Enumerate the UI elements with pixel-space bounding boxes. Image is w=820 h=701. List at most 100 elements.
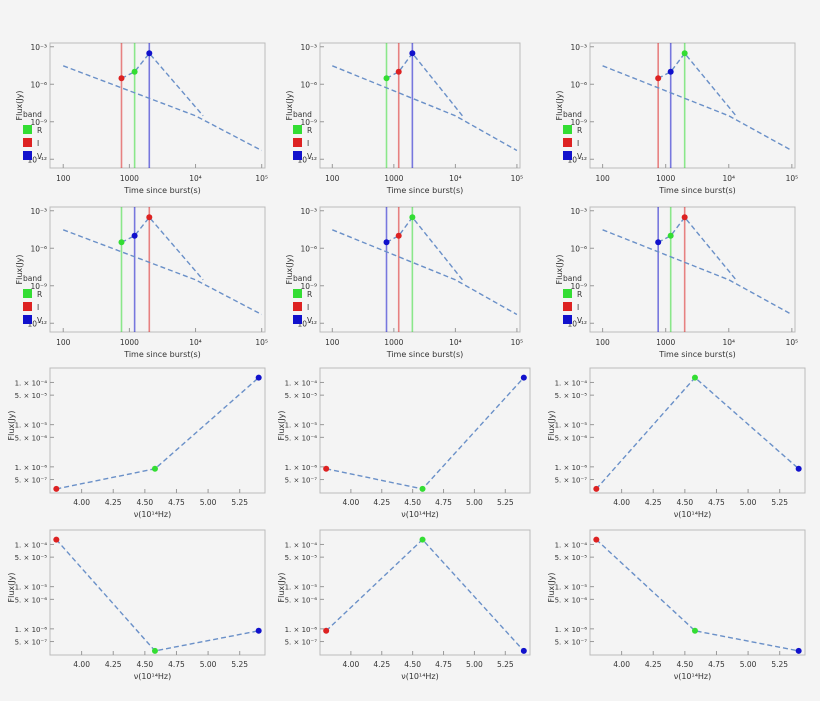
data-point-I [53, 536, 60, 543]
plot-frame [49, 367, 266, 494]
y-axis-label: Flux(Jy) [555, 91, 564, 121]
y-tick-label: 1. × 10⁻⁴ [555, 379, 588, 387]
x-axis-label: Time since burst(s) [658, 186, 736, 195]
data-point-V [667, 68, 674, 75]
data-point-R [151, 647, 158, 654]
y-tick-label: 1. × 10⁻⁵ [555, 584, 588, 592]
data-point-I [593, 485, 600, 492]
model-flare-line [386, 52, 463, 117]
x-tick-label: 10⁵ [786, 174, 799, 183]
time-panel-4: 100 1000 10⁴ 10⁵ 10⁻³ 10⁻⁶ 10⁻⁹ 10⁻¹² Time since… [15, 206, 268, 359]
y-tick-label: 5. × 10⁻⁵ [15, 392, 48, 400]
legend-swatch-V [23, 315, 32, 324]
y-tick-label: 10⁻⁶ [570, 80, 587, 89]
x-tick-label: 4.50 [404, 498, 421, 507]
legend-swatch-R [563, 125, 572, 134]
model-decay-line [602, 229, 793, 316]
y-tick-label: 10⁻³ [30, 43, 47, 52]
x-tick-label: 1000 [120, 338, 139, 347]
data-point-V [520, 374, 527, 381]
data-point-R [151, 465, 158, 472]
x-tick-label: 4.50 [677, 660, 694, 669]
y-tick-label: 10⁻⁶ [570, 244, 587, 253]
plot-frame [319, 42, 521, 169]
x-axis-label: Time since burst(s) [123, 186, 201, 195]
legend-swatch-I [563, 138, 572, 147]
x-tick-label: 5.00 [740, 660, 757, 669]
data-point-I [323, 627, 330, 634]
x-tick-label: 4.00 [73, 498, 90, 507]
x-axis-label: ν(10¹⁴Hz) [134, 672, 172, 681]
x-axis-label: ν(10¹⁴Hz) [401, 672, 439, 681]
y-tick-label: 10⁻⁹ [300, 282, 317, 291]
y-tick-label: 5. × 10⁻⁶ [555, 434, 588, 442]
y-tick-label: 5. × 10⁻⁷ [555, 639, 588, 647]
sed-panel-5: 4.00 4.25 4.50 4.75 5.00 5.25 1. × 10⁻⁴ 5. × 10… [277, 529, 531, 681]
x-tick-label: 4.50 [137, 498, 154, 507]
y-axis-label: Flux(Jy) [15, 255, 24, 285]
x-tick-label: 4.75 [168, 660, 185, 669]
data-point-I [53, 485, 60, 492]
legend-swatch-R [23, 125, 32, 134]
sed-line [56, 377, 260, 490]
model-flare-line [386, 216, 463, 281]
x-tick-label: 1000 [120, 174, 139, 183]
x-tick-label: 4.25 [645, 660, 662, 669]
legend-label-R: R [577, 290, 582, 299]
y-axis-label: Flux(Jy) [555, 255, 564, 285]
legend-label-R: R [307, 126, 312, 135]
x-tick-label: 10⁵ [511, 174, 524, 183]
y-axis-label: Flux(Jy) [285, 255, 294, 285]
y-tick-label: 5. × 10⁻⁷ [15, 639, 48, 647]
x-tick-label: 4.00 [343, 498, 360, 507]
plot-frame [319, 206, 521, 333]
y-tick-label: 1. × 10⁻⁴ [285, 379, 318, 387]
y-tick-label: 10⁻⁶ [30, 80, 47, 89]
x-tick-label: 100 [595, 338, 610, 347]
x-axis-label: ν(10¹⁴Hz) [401, 510, 439, 519]
legend-swatch-I [293, 138, 302, 147]
x-tick-label: 5.00 [466, 660, 483, 669]
x-tick-label: 10⁴ [189, 338, 202, 347]
x-tick-label: 5.00 [740, 498, 757, 507]
y-axis-label: Flux(Jy) [285, 91, 294, 121]
legend-title: band [23, 274, 42, 283]
model-decay-line [62, 65, 263, 152]
plot-frame [319, 367, 531, 494]
sed-panel-1: 4.00 4.25 4.50 4.75 5.00 5.25 1. × 10⁻⁴ 5. × 10… [7, 367, 266, 519]
x-tick-label: 4.25 [373, 498, 390, 507]
y-tick-label: 5. × 10⁻⁷ [285, 639, 318, 647]
y-axis-label: Flux(Jy) [547, 573, 556, 603]
data-point-I [593, 536, 600, 543]
x-tick-label: 100 [595, 174, 610, 183]
x-tick-label: 4.00 [613, 498, 630, 507]
sed-line [326, 377, 525, 490]
x-tick-label: 4.50 [404, 660, 421, 669]
x-tick-label: 1000 [384, 174, 403, 183]
legend-label-I: I [307, 303, 309, 312]
legend-label-R: R [307, 290, 312, 299]
x-tick-label: 1000 [384, 338, 403, 347]
x-axis-label: Time since burst(s) [386, 186, 464, 195]
sed-line [595, 376, 800, 490]
legend-title: band [293, 274, 312, 283]
y-tick-label: 10⁻¹² [567, 155, 587, 164]
y-tick-label: 5. × 10⁻⁷ [285, 477, 318, 485]
model-flare-line [657, 52, 737, 117]
x-tick-label: 5.25 [771, 660, 788, 669]
data-point-R [118, 239, 125, 246]
x-axis-label: ν(10¹⁴Hz) [134, 510, 172, 519]
y-axis-label: Flux(Jy) [547, 411, 556, 441]
legend-swatch-R [293, 289, 302, 298]
x-tick-label: 4.25 [373, 660, 390, 669]
y-tick-label: 5. × 10⁻⁶ [15, 596, 48, 604]
plot-frame [589, 529, 806, 656]
x-tick-label: 100 [56, 338, 71, 347]
data-point-I [681, 214, 688, 221]
legend-label-R: R [37, 126, 42, 135]
x-tick-label: 5.25 [497, 498, 514, 507]
time-panel-6: 100 1000 10⁴ 10⁵ 10⁻³ 10⁻⁶ 10⁻⁹ 10⁻¹² Time since… [555, 206, 798, 359]
legend-label-V: V [307, 316, 313, 325]
x-tick-label: 4.75 [435, 498, 452, 507]
x-tick-label: 10⁴ [722, 338, 735, 347]
